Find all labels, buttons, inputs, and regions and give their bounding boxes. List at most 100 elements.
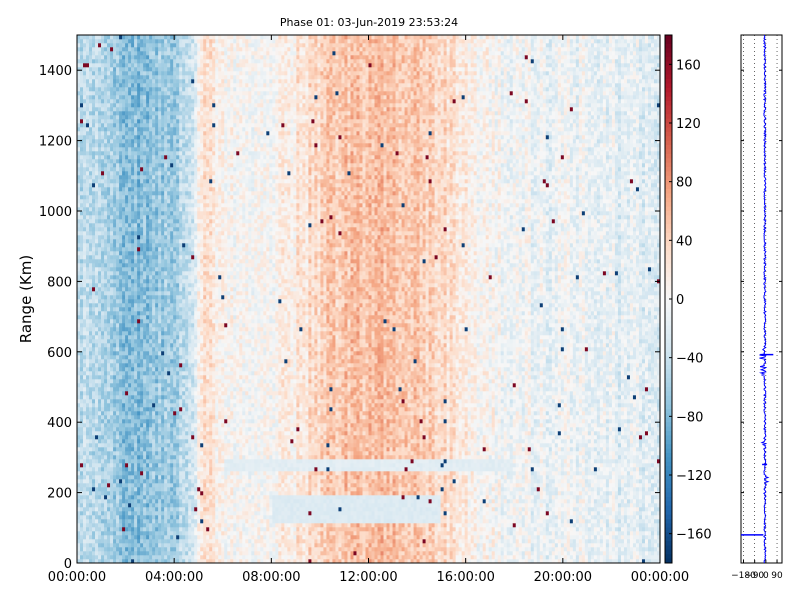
heatmap-cell — [119, 267, 122, 271]
heatmap-cell — [95, 395, 98, 399]
heatmap-cell — [89, 459, 92, 463]
heatmap-cell — [89, 47, 92, 51]
heatmap-cell — [92, 295, 95, 299]
heatmap-cell — [98, 387, 101, 391]
heatmap-cell — [83, 431, 86, 435]
heatmap-cell — [86, 331, 89, 335]
heatmap-cell — [89, 95, 92, 99]
heatmap-cell — [95, 195, 98, 199]
heatmap-cell — [119, 91, 122, 95]
heatmap-cell — [104, 295, 107, 299]
heatmap-cell — [98, 459, 101, 463]
heatmap-cell — [89, 239, 92, 243]
heatmap-cell — [104, 387, 107, 391]
heatmap-cell — [83, 515, 86, 519]
heatmap-cell — [122, 195, 125, 199]
heatmap-cell — [98, 427, 101, 431]
heatmap-cell — [122, 39, 125, 43]
heatmap-cell — [119, 39, 122, 43]
heatmap-cell — [89, 415, 92, 419]
heatmap-cell — [104, 415, 107, 419]
heatmap-cell — [110, 139, 113, 143]
heatmap-cell — [110, 95, 113, 99]
heatmap-cell — [122, 279, 125, 283]
heatmap-cell — [113, 83, 116, 87]
heatmap-cell — [122, 167, 125, 171]
heatmap-cell — [107, 95, 110, 99]
heatmap-cell — [101, 351, 104, 355]
heatmap-cell — [83, 463, 86, 467]
heatmap-cell — [95, 383, 98, 387]
heatmap-cell — [113, 303, 116, 307]
heatmap-cell — [107, 43, 110, 47]
heatmap-cell — [107, 243, 110, 247]
heatmap-cell — [125, 355, 128, 359]
heatmap-cell — [116, 103, 119, 107]
heatmap-cell — [83, 39, 86, 43]
heatmap-cell — [122, 115, 125, 119]
heatmap-cell — [92, 63, 95, 67]
heatmap-cell — [83, 51, 86, 55]
heatmap-cell — [92, 547, 95, 551]
heatmap-cell — [107, 203, 110, 207]
heatmap-cell — [125, 435, 128, 439]
heatmap-cell — [83, 131, 86, 135]
heatmap-cell — [89, 351, 92, 355]
heatmap-cell — [110, 271, 113, 275]
heatmap-cell — [92, 119, 95, 123]
heatmap-cell — [104, 75, 107, 79]
heatmap-cell — [92, 455, 95, 459]
heatmap-cell — [113, 91, 116, 95]
heatmap-cell — [80, 51, 83, 55]
heatmap-cell — [122, 363, 125, 367]
heatmap-cell — [107, 487, 110, 491]
heatmap-cell — [92, 287, 95, 291]
heatmap-cell — [113, 359, 116, 363]
heatmap-cell — [107, 555, 110, 559]
heatmap-cell — [125, 127, 128, 131]
heatmap-cell — [80, 199, 83, 203]
heatmap-cell — [80, 399, 83, 403]
heatmap-cell — [116, 139, 119, 143]
heatmap-cell — [92, 343, 95, 347]
heatmap-cell — [86, 555, 89, 559]
heatmap-cell — [95, 39, 98, 43]
heatmap-cell — [101, 295, 104, 299]
heatmap-cell — [110, 487, 113, 491]
heatmap-cell — [110, 67, 113, 71]
heatmap-cell — [101, 407, 104, 411]
heatmap-cell — [98, 527, 101, 531]
heatmap-cell — [113, 295, 116, 299]
heatmap-cell — [116, 339, 119, 343]
heatmap-cell — [101, 343, 104, 347]
heatmap-cell — [110, 135, 113, 139]
heatmap-cell — [95, 491, 98, 495]
heatmap-cell — [122, 319, 125, 323]
heatmap-cell — [95, 331, 98, 335]
heatmap-cell — [98, 251, 101, 255]
heatmap-cell — [86, 147, 89, 151]
heatmap-cell — [125, 467, 128, 471]
heatmap-cell — [101, 551, 104, 555]
heatmap-cell — [113, 323, 116, 327]
heatmap-cell — [83, 239, 86, 243]
heatmap-cell — [107, 267, 110, 271]
heatmap-cell — [101, 283, 104, 287]
heatmap-cell — [113, 79, 116, 83]
heatmap-cell — [122, 123, 125, 127]
heatmap-cell — [98, 191, 101, 195]
heatmap-cell — [86, 291, 89, 295]
heatmap-cell — [119, 95, 122, 99]
heatmap-cell — [101, 267, 104, 271]
heatmap-cell — [89, 227, 92, 231]
heatmap-cell — [125, 147, 128, 151]
heatmap-cell — [86, 211, 89, 215]
heatmap-cell — [83, 299, 86, 303]
heatmap-cell — [104, 123, 107, 127]
heatmap-cell — [98, 471, 101, 475]
heatmap-cell — [92, 67, 95, 71]
heatmap-cell — [95, 303, 98, 307]
heatmap-cell — [125, 43, 128, 47]
heatmap-cell — [107, 459, 110, 463]
heatmap-cell — [83, 539, 86, 543]
